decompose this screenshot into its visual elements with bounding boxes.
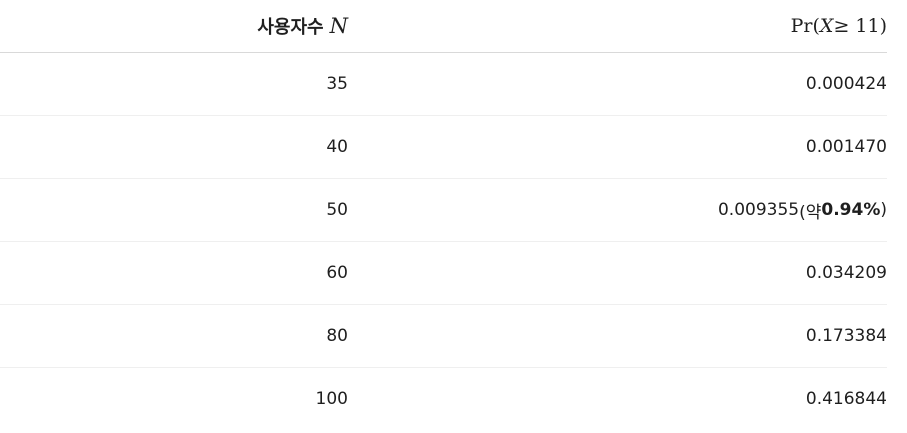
users-cell: 40 — [326, 137, 348, 157]
probability-table: 사용자수 N Pr(X ≥ 11) 35 0.000424 40 0.00147… — [0, 0, 887, 430]
probability-cell-highlighted: 0.009355 (약 0.94%) — [360, 179, 887, 241]
probability-cell: 0.001470 — [805, 137, 887, 157]
table-row: 60 0.034209 — [0, 242, 887, 305]
table-row: 35 0.000424 — [0, 53, 887, 116]
probability-cell: 0.416844 — [805, 389, 887, 409]
table-row: 100 0.416844 — [0, 368, 887, 430]
probability-cell: 0.000424 — [805, 74, 887, 94]
note-close: ) — [880, 200, 887, 220]
table-header: 사용자수 N Pr(X ≥ 11) — [0, 0, 887, 53]
header-users-label: 사용자수 — [257, 17, 324, 38]
users-cell: 60 — [326, 263, 348, 283]
note-open: (약 — [799, 202, 822, 223]
table-row: 40 0.001470 — [0, 116, 887, 179]
header-users-n: 사용자수 N — [0, 0, 348, 52]
users-cell: 35 — [326, 74, 348, 94]
header-n-symbol: N — [329, 14, 348, 38]
header-prob-op: ≥ 11) — [833, 15, 887, 37]
header-prob-func: Pr( — [790, 15, 820, 37]
users-cell: 50 — [326, 200, 348, 220]
note-percent: 0.94% — [821, 200, 881, 220]
probability-cell: 0.173384 — [805, 326, 887, 346]
table-row: 50 0.009355 (약 0.94%) — [0, 179, 887, 242]
header-probability: Pr(X ≥ 11) — [360, 0, 887, 52]
table-row: 80 0.173384 — [0, 305, 887, 368]
header-prob-var: X — [819, 15, 834, 37]
users-cell: 80 — [326, 326, 348, 346]
probability-value: 0.009355 — [717, 200, 800, 220]
probability-cell: 0.034209 — [805, 263, 887, 283]
users-cell: 100 — [315, 389, 348, 409]
